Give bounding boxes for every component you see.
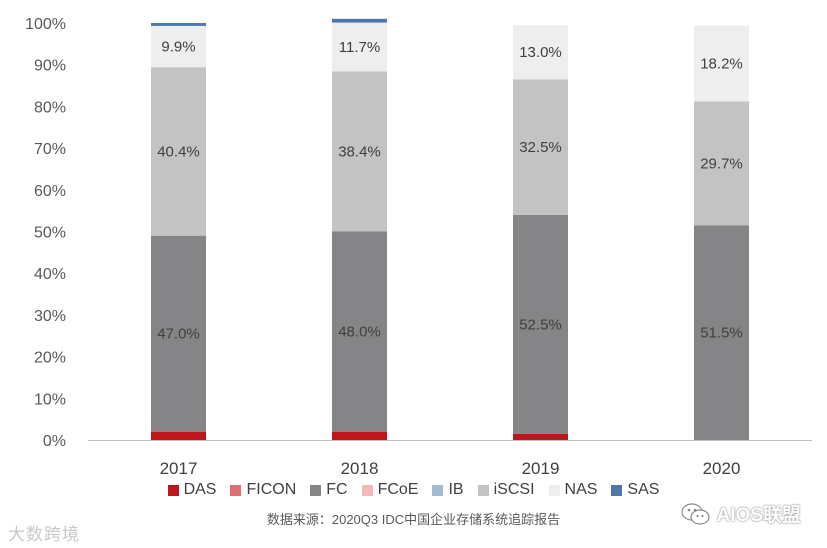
data-label: 18.2%	[700, 55, 743, 72]
data-label: 13.0%	[519, 44, 562, 61]
data-label: 29.7%	[700, 155, 743, 172]
bar-segment-iscsi-2017	[151, 67, 206, 236]
y-tick-label: 80%	[34, 99, 66, 116]
legend-label: SAS	[627, 481, 660, 498]
watermark-left: 大数跨境	[8, 520, 80, 545]
wechat-icon	[680, 502, 710, 525]
legend-swatch	[230, 484, 242, 496]
y-tick-label: 70%	[34, 141, 66, 158]
data-label: 40.4%	[157, 143, 200, 160]
legend-swatch	[361, 484, 373, 496]
data-label: 32.5%	[519, 139, 562, 156]
y-tick-label: 10%	[34, 391, 66, 408]
data-label: 38.4%	[338, 143, 381, 160]
legend-label: iSCSI	[493, 481, 535, 498]
x-tick-label: 2017	[160, 459, 198, 478]
bar-segment-sas-2018	[332, 18, 387, 23]
bar-segment-iscsi-2018	[332, 71, 387, 232]
data-label: 51.5%	[700, 325, 743, 342]
bar-segment-fc-2020	[694, 225, 749, 440]
bar-segment-iscsi-2019	[513, 79, 568, 215]
legend-swatch	[432, 484, 444, 496]
bar-segment-fc-2018	[332, 231, 387, 432]
legend-label: FC	[326, 481, 348, 498]
stacked-bar-chart: 0% 10% 20% 30% 40% 50% 60% 70% 80% 90% 100% 47.0% 40…	[25, 16, 812, 478]
y-tick-label: 90%	[34, 58, 66, 75]
bar-segment-nas-2019	[513, 25, 568, 80]
y-tick-label: 50%	[34, 225, 66, 242]
y-tick-label: 30%	[34, 308, 66, 325]
y-tick-label: 60%	[34, 183, 66, 200]
bar-segment-das-2019	[513, 433, 568, 440]
bar-segment-sas-2017	[151, 23, 206, 26]
legend-item-sas: SAS	[611, 481, 659, 499]
legend-swatch	[548, 484, 560, 496]
x-tick-label: 2019	[522, 459, 560, 478]
legend-swatch	[477, 484, 489, 496]
source-note: 数据来源：2020Q3 IDC中国企业存储系统追踪报告	[266, 512, 561, 527]
legend-label: NAS	[564, 481, 598, 498]
y-tick-label: 100%	[25, 16, 66, 33]
y-tick-label: 40%	[34, 266, 66, 283]
bar-segment-iscsi-2020	[694, 101, 749, 226]
legend-item-fcoe: FCoE	[361, 481, 419, 499]
legend-swatch	[167, 484, 179, 496]
legend-item-ib: IB	[432, 481, 464, 499]
data-label: 9.9%	[161, 39, 195, 56]
watermark-right-text: AIOS联盟	[716, 505, 801, 526]
data-label: 11.7%	[339, 39, 380, 56]
y-tick-label: 20%	[34, 350, 66, 367]
legend-label: FICON	[246, 481, 297, 498]
watermark-left-text: 大数跨境	[8, 525, 80, 545]
y-tick-label: 0%	[43, 433, 66, 450]
bar-segment-nas-2017	[151, 25, 206, 68]
watermark-right: AIOS联盟	[680, 500, 801, 527]
bar-segment-nas-2020	[694, 25, 749, 102]
chart-legend: DAS FICON FC FCoE IB iSCSI NAS SAS	[0, 481, 827, 499]
bar-segment-fc-2019	[513, 214, 568, 434]
legend-label: FCoE	[377, 481, 419, 498]
legend-item-iscsi: iSCSI	[477, 481, 535, 499]
legend-label: IB	[448, 481, 464, 498]
data-label: 47.0%	[157, 326, 200, 343]
bar-segment-das-2018	[332, 431, 387, 440]
legend-item-nas: NAS	[548, 481, 598, 499]
legend-label: DAS	[183, 481, 217, 498]
x-tick-label: 2020	[703, 459, 741, 478]
data-label: 48.0%	[338, 324, 381, 341]
bar-segment-das-2017	[151, 431, 206, 440]
legend-item-fc: FC	[310, 481, 348, 499]
legend-item-ficon: FICON	[230, 481, 296, 499]
bar-segment-nas-2018	[332, 22, 387, 72]
legend-swatch	[310, 484, 322, 496]
bar-segment-fc-2017	[151, 235, 206, 432]
legend-item-das: DAS	[167, 481, 217, 499]
x-tick-label: 2018	[341, 459, 379, 478]
legend-swatch	[611, 484, 623, 496]
data-label: 52.5%	[519, 316, 562, 333]
